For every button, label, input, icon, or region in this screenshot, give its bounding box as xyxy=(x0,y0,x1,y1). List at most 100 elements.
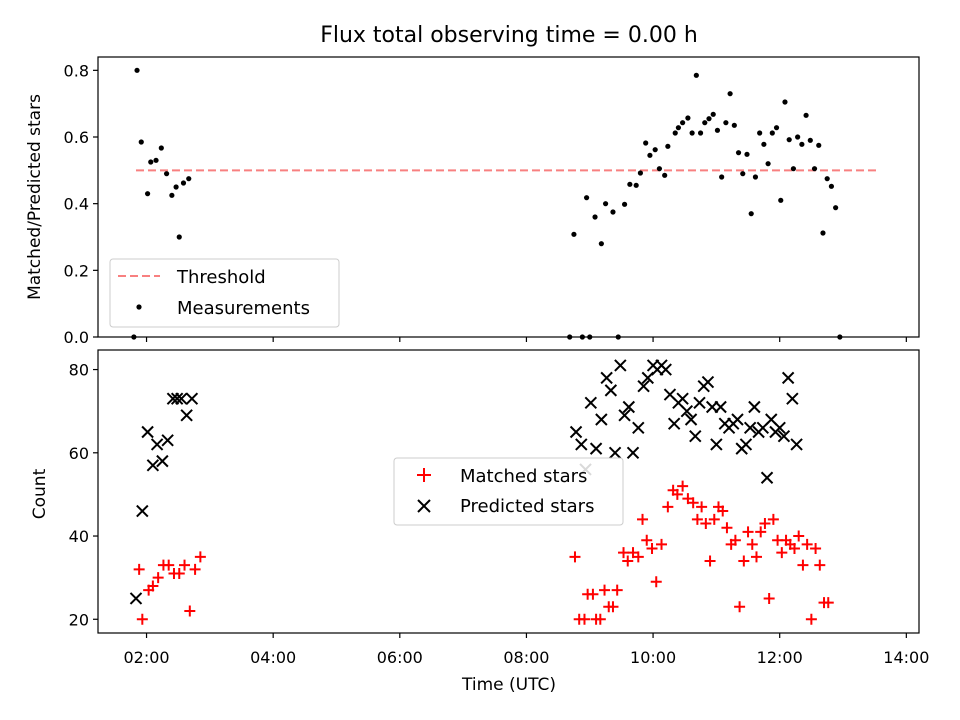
data-point xyxy=(731,122,737,128)
top-panel-axes: 0.0 0.2 0.4 0.6 0.8 xyxy=(64,61,907,347)
data-point xyxy=(175,392,188,405)
data-point xyxy=(805,613,817,625)
data-point xyxy=(569,551,581,563)
data-point xyxy=(622,400,636,414)
data-point xyxy=(757,130,763,136)
data-point xyxy=(684,413,698,426)
data-point xyxy=(706,116,712,122)
data-point xyxy=(646,543,658,555)
data-point xyxy=(760,471,774,484)
y-tick-label: 0.8 xyxy=(64,61,89,80)
data-point xyxy=(659,363,672,376)
data-point xyxy=(650,576,662,588)
legend-measurements-label: Measurements xyxy=(177,298,310,319)
data-point xyxy=(710,438,723,451)
data-point xyxy=(734,601,746,613)
data-point xyxy=(163,559,175,571)
x-tick-label: 02:00 xyxy=(123,648,169,667)
data-point xyxy=(776,547,788,559)
data-point xyxy=(652,147,658,153)
bottom-legend-box xyxy=(393,457,624,526)
data-point xyxy=(702,120,708,126)
data-point xyxy=(189,563,201,575)
data-point xyxy=(807,137,813,143)
data-point xyxy=(691,513,703,525)
bottom-legend: Matched stars Predicted stars xyxy=(393,457,624,526)
data-point xyxy=(194,551,206,563)
y-tick-label: 0.0 xyxy=(64,328,89,347)
data-point xyxy=(672,130,678,136)
data-point xyxy=(633,182,639,188)
data-point xyxy=(811,166,818,172)
data-point xyxy=(765,161,771,167)
data-point xyxy=(637,513,649,525)
data-point xyxy=(153,157,159,163)
data-point xyxy=(795,134,801,140)
data-point xyxy=(773,125,780,131)
x-tick-label: 06:00 xyxy=(377,648,423,667)
data-point xyxy=(786,137,792,143)
data-point xyxy=(735,150,742,156)
data-point xyxy=(781,371,795,385)
data-point xyxy=(643,140,649,146)
data-point xyxy=(752,174,759,180)
data-point xyxy=(714,400,727,414)
data-point xyxy=(186,176,192,182)
top-panel-frame xyxy=(97,56,920,338)
data-point xyxy=(820,230,826,236)
data-point xyxy=(739,438,753,451)
data-point xyxy=(676,392,689,405)
data-point xyxy=(701,375,715,389)
data-point xyxy=(731,413,744,426)
data-point xyxy=(738,555,750,567)
bottom-panel: 20 40 60 80 02:00 04:00 06:00 08:00 10:00 12:00 14… xyxy=(30,349,930,695)
data-point xyxy=(687,497,699,509)
bottom-panel-axes: 20 40 60 80 02:00 04:00 06:00 08:00 10:00 12:00 14… xyxy=(69,361,930,667)
data-point xyxy=(637,379,650,393)
data-point xyxy=(742,526,754,538)
data-point xyxy=(708,513,720,525)
data-point xyxy=(158,145,164,151)
data-point xyxy=(129,592,143,605)
data-point xyxy=(656,538,668,550)
data-point xyxy=(587,588,599,600)
data-point xyxy=(824,176,830,182)
data-point xyxy=(641,534,653,546)
data-point xyxy=(185,392,199,405)
data-point xyxy=(727,91,733,97)
y-tick-label: 0.4 xyxy=(64,195,89,214)
data-point xyxy=(610,209,616,215)
data-point xyxy=(721,522,733,534)
data-point xyxy=(632,421,645,435)
data-point xyxy=(592,214,598,220)
data-point xyxy=(778,197,784,203)
top-panel-marks xyxy=(131,67,880,340)
data-point xyxy=(170,392,184,405)
data-point xyxy=(622,555,634,567)
data-point xyxy=(671,488,683,500)
data-point xyxy=(161,434,174,447)
data-point xyxy=(134,67,140,73)
x-tick-label: 10:00 xyxy=(630,648,676,667)
data-point xyxy=(761,141,767,147)
legend-matched-swatch xyxy=(417,468,431,482)
data-point xyxy=(677,480,689,492)
bottom-panel-frame xyxy=(97,349,920,634)
data-point xyxy=(598,241,604,247)
data-point xyxy=(179,559,191,571)
data-point xyxy=(136,613,148,625)
legend-measurements-swatch xyxy=(136,304,142,310)
data-point xyxy=(176,234,182,240)
data-point xyxy=(680,120,686,126)
data-point xyxy=(571,231,577,237)
data-point xyxy=(777,429,791,443)
data-point xyxy=(665,143,671,149)
data-point xyxy=(173,184,179,190)
data-point xyxy=(759,518,771,530)
y-tick-label: 40 xyxy=(69,527,89,546)
top-legend-box xyxy=(109,258,340,328)
data-point xyxy=(744,151,750,157)
data-point xyxy=(136,504,149,518)
data-point xyxy=(748,400,761,414)
